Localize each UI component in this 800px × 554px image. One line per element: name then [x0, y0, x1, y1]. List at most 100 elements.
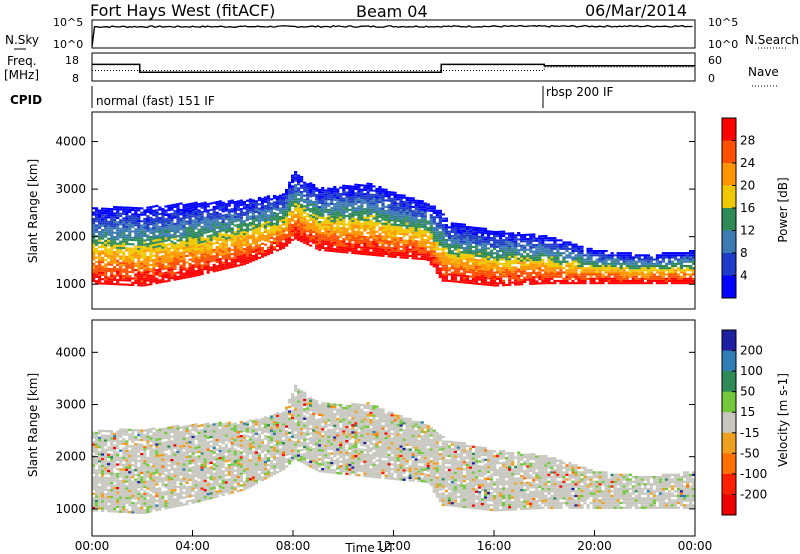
range-cell [468, 249, 473, 252]
range-cell [664, 277, 669, 280]
range-cell [556, 250, 560, 253]
range-cell [257, 226, 261, 229]
range-cell [254, 206, 258, 209]
range-cell [306, 228, 310, 231]
range-cell [604, 265, 608, 268]
range-cell [574, 254, 578, 257]
range-cell [502, 252, 506, 255]
range-cell [113, 244, 117, 247]
range-cell [571, 245, 575, 248]
range-cell [182, 231, 186, 234]
range-cell [502, 258, 506, 261]
range-cell [260, 202, 264, 205]
range-cell [483, 244, 488, 247]
range-cell [294, 205, 298, 208]
range-cell [158, 281, 162, 284]
range-cell [544, 275, 548, 278]
range-cell [676, 267, 681, 270]
range-cell [692, 277, 696, 280]
range-cell [191, 268, 195, 271]
range-cell [194, 263, 198, 266]
range-cell [381, 231, 385, 234]
range-cell [556, 260, 560, 263]
range-cell [381, 252, 385, 255]
range-cell [670, 275, 675, 278]
range-cell [197, 258, 201, 261]
range-cell [318, 197, 322, 200]
range-cell [312, 231, 316, 234]
range-cell [318, 246, 322, 249]
range-cell [351, 202, 355, 205]
range-cell [134, 209, 138, 212]
range-cell [315, 234, 319, 237]
range-cell [131, 264, 135, 267]
range-cell [384, 227, 388, 230]
range-cell [254, 243, 258, 246]
range-cell [459, 268, 463, 271]
range-cell [185, 246, 189, 249]
range-cell [161, 261, 165, 264]
range-cell [601, 252, 605, 255]
range-cell [514, 234, 518, 237]
range-cell [372, 189, 376, 192]
range-cell [634, 265, 638, 268]
range-cell [580, 269, 584, 272]
range-cell [351, 187, 355, 190]
range-cell [312, 222, 316, 225]
range-cell [556, 273, 560, 276]
range-cell [245, 212, 249, 215]
range-cell [363, 221, 367, 224]
range-cell [493, 284, 497, 287]
range-cell [137, 237, 141, 240]
range-cell [260, 249, 264, 252]
range-cell [143, 262, 147, 265]
range-cell [185, 267, 189, 270]
range-cell [131, 277, 135, 280]
range-cell [453, 235, 457, 238]
range-cell [438, 261, 442, 264]
range-cell [155, 271, 159, 274]
range-cell [649, 282, 653, 285]
range-cell [324, 221, 328, 224]
range-cell [197, 263, 201, 266]
range-cell [248, 209, 252, 212]
range-cell [339, 193, 343, 196]
range-cell [438, 256, 442, 259]
range-cell [453, 274, 457, 277]
range-cell [251, 237, 255, 240]
range-cell [95, 490, 99, 493]
range-cell [408, 229, 412, 232]
range-cell [490, 277, 494, 280]
range-cell [432, 237, 436, 240]
range-cell [236, 206, 240, 209]
range-cell [432, 207, 436, 210]
range-cell [474, 241, 479, 244]
range-cell [327, 245, 331, 248]
range-cell [158, 234, 162, 237]
range-cell [152, 269, 156, 272]
range-cell [315, 219, 319, 222]
range-cell [185, 216, 189, 219]
range-cell [281, 197, 286, 200]
range-cell [176, 250, 180, 253]
range-cell [146, 247, 150, 250]
range-cell [95, 280, 99, 283]
range-cell [125, 258, 129, 261]
range-cell [188, 202, 192, 205]
range-cell [474, 250, 479, 253]
range-cell [137, 220, 141, 223]
range-cell [480, 270, 485, 273]
range-cell [375, 230, 379, 233]
range-cell [297, 187, 301, 190]
range-cell [420, 242, 424, 245]
range-cell [610, 267, 614, 270]
range-cell [477, 274, 482, 277]
range-cell [655, 256, 659, 259]
range-cell [233, 260, 237, 263]
range-cell [474, 233, 479, 236]
range-cell [348, 234, 352, 237]
range-cell [321, 231, 325, 234]
range-cell [369, 210, 373, 213]
range-cell [450, 245, 454, 248]
range-cell [643, 265, 647, 268]
